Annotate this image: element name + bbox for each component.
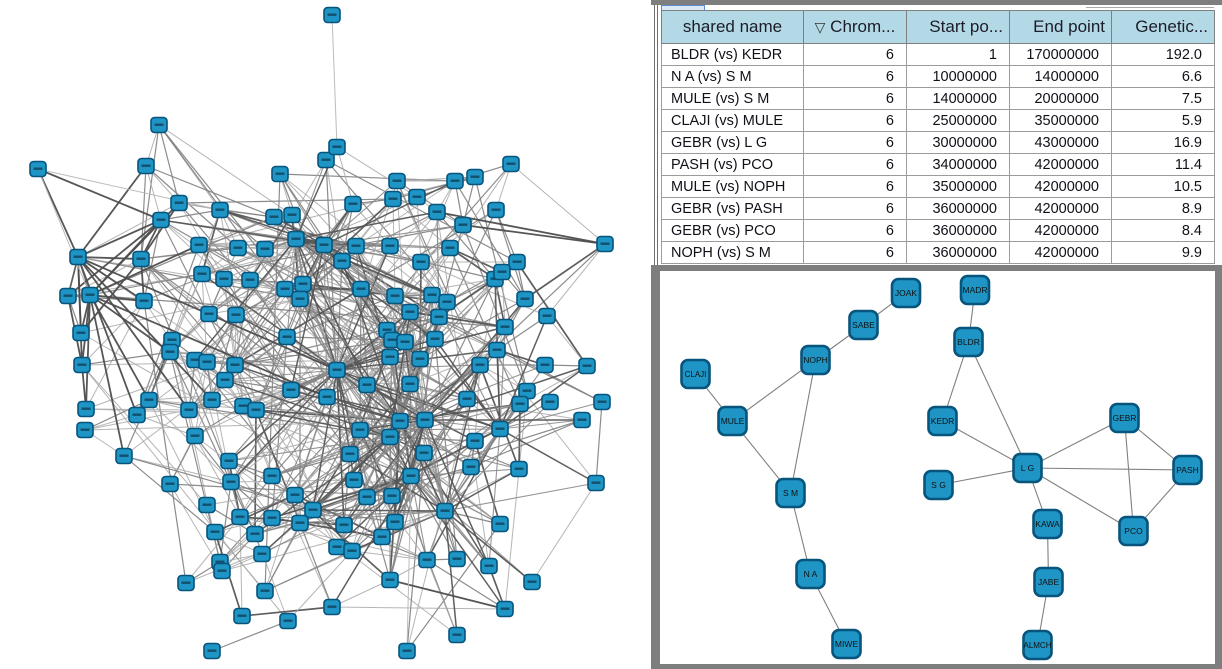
svg-text:SABE: SABE bbox=[852, 320, 875, 330]
svg-text:L G: L G bbox=[1021, 463, 1034, 473]
svg-text:MADR: MADR bbox=[962, 285, 987, 295]
svg-text:BLDR: BLDR bbox=[957, 337, 980, 347]
svg-text:MIWE: MIWE bbox=[835, 639, 858, 649]
svg-text:KEDR: KEDR bbox=[931, 416, 955, 426]
svg-text:PCO: PCO bbox=[1124, 526, 1143, 536]
svg-text:N A: N A bbox=[804, 569, 818, 579]
svg-text:ALMCH: ALMCH bbox=[1023, 641, 1051, 650]
svg-text:S M: S M bbox=[783, 488, 798, 498]
svg-text:PASH: PASH bbox=[1176, 465, 1199, 475]
svg-text:CLAJI: CLAJI bbox=[685, 370, 707, 379]
svg-text:S G: S G bbox=[931, 480, 946, 490]
svg-text:NOPH: NOPH bbox=[803, 355, 828, 365]
svg-text:KAWA: KAWA bbox=[1035, 519, 1060, 529]
svg-text:MULE: MULE bbox=[721, 416, 745, 426]
svg-text:GEBR: GEBR bbox=[1112, 413, 1136, 423]
svg-text:JOAK: JOAK bbox=[895, 288, 918, 298]
svg-text:JABE: JABE bbox=[1038, 577, 1060, 587]
